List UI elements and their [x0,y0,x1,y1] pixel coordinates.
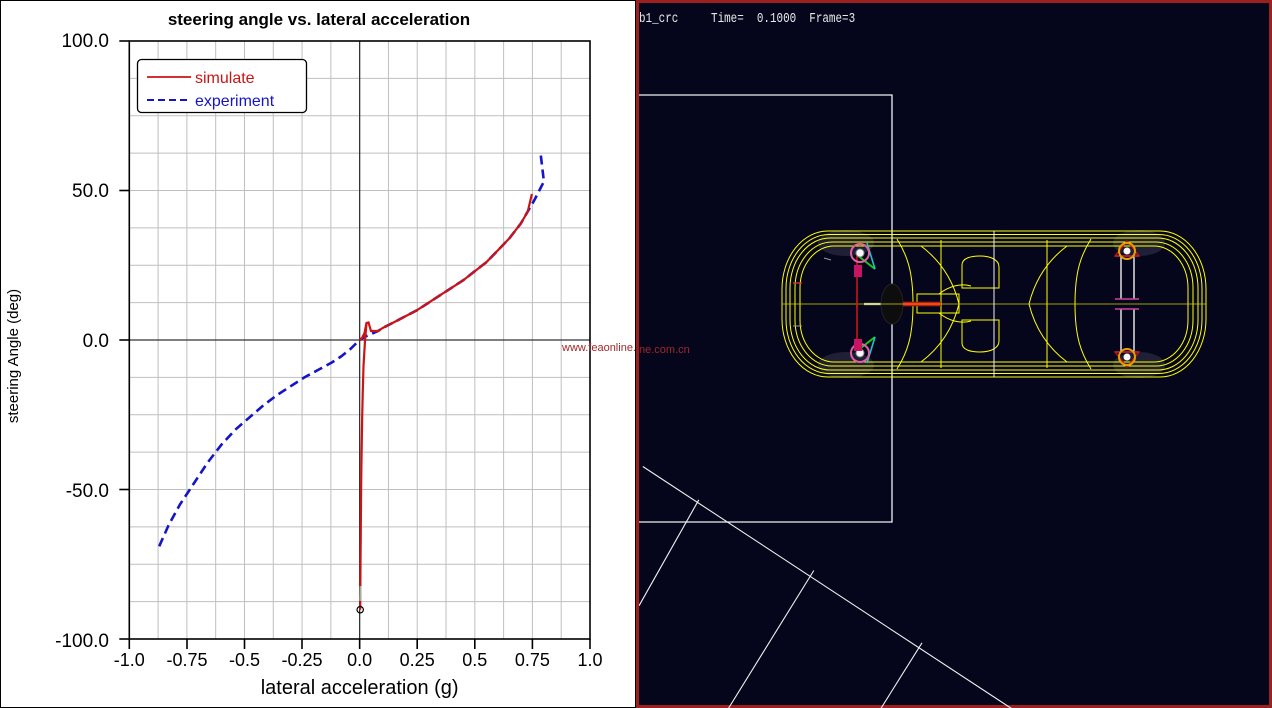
svg-text:100.0: 100.0 [61,31,109,52]
svg-text:0.0: 0.0 [83,331,109,352]
svg-text:1.0: 1.0 [577,650,602,670]
svg-text:0.5: 0.5 [462,650,487,670]
svg-text:0.25: 0.25 [400,650,435,670]
svg-text:-50.0: -50.0 [66,481,109,502]
svg-text:b1_crc Time= 0.1000 Fram: b1_crc Time= 0.1000 Frame=3 [639,11,855,27]
svg-text:0.75: 0.75 [515,650,550,670]
svg-text:-0.25: -0.25 [281,650,322,670]
svg-text:-1.0: -1.0 [114,650,145,670]
svg-text:-0.5: -0.5 [229,650,260,670]
svg-text:50.0: 50.0 [72,181,109,202]
svg-text:simulate: simulate [195,70,255,87]
svg-text:ne.com.cn: ne.com.cn [639,344,690,356]
svg-text:-0.75: -0.75 [166,650,207,670]
svg-text:0.0: 0.0 [347,650,372,670]
svg-text:experiment: experiment [195,93,275,110]
svg-text:-100.0: -100.0 [55,631,109,652]
svg-text:www.feaonline.com.cn: www.feaonline.com.cn [561,342,637,354]
svg-text:lateral acceleration (g): lateral acceleration (g) [261,677,459,699]
